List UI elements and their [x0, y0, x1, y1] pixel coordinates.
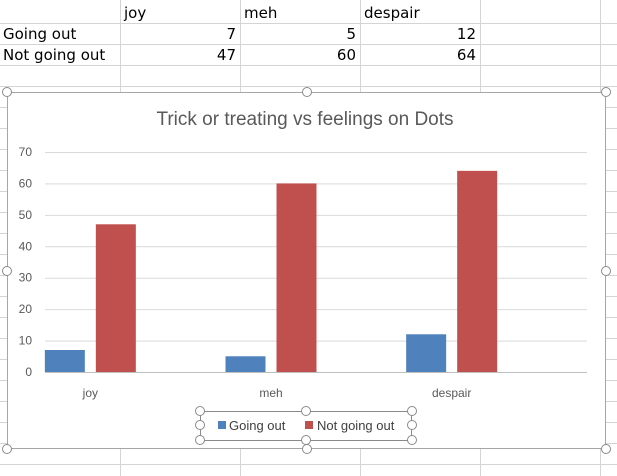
bar-not-going-out-joy[interactable] [95, 224, 136, 372]
chart-resize-handle-bottom-right[interactable] [601, 444, 611, 454]
legend-resize-handle-left[interactable] [195, 420, 205, 430]
header-cell-meh[interactable]: meh [244, 4, 278, 22]
bar-not-going-out-despair[interactable] [457, 170, 498, 372]
cell-not-going-out-joy[interactable]: 47 [216, 46, 236, 64]
legend-resize-handle-top-left[interactable] [195, 406, 205, 416]
bar-going-out-joy[interactable] [44, 350, 85, 372]
y-tick-label: 20 [19, 302, 33, 316]
chart-resize-handle-right[interactable] [601, 266, 611, 276]
chart-title[interactable]: Trick or treating vs feelings on Dots [156, 109, 453, 130]
cell-going-out-despair[interactable]: 12 [456, 25, 476, 43]
row-label-going-out[interactable]: Going out [3, 25, 77, 43]
cell-going-out-meh[interactable]: 5 [346, 25, 356, 43]
bar-going-out-meh[interactable] [225, 356, 266, 372]
chart-resize-handle-top-right[interactable] [601, 87, 611, 97]
chart-resize-handle-bottom[interactable] [302, 444, 312, 454]
bar-not-going-out-meh[interactable] [276, 183, 317, 372]
legend-resize-handle-top-right[interactable] [407, 406, 417, 416]
y-tick-label: 0 [25, 365, 32, 379]
cell-going-out-joy[interactable]: 7 [226, 25, 236, 43]
y-tick-label: 60 [19, 176, 33, 190]
chart-resize-handle-top-left[interactable] [2, 87, 12, 97]
y-tick-label: 10 [19, 334, 33, 348]
legend-swatch-going-out [218, 421, 226, 429]
y-tick-label: 70 [19, 145, 33, 159]
bar-going-out-despair[interactable] [406, 334, 447, 372]
header-cell-joy[interactable]: joy [124, 4, 147, 22]
chart-resize-handle-left[interactable] [2, 266, 12, 276]
header-cell-despair[interactable]: despair [364, 4, 420, 22]
y-tick-label: 40 [19, 239, 33, 253]
y-tick-label: 30 [19, 271, 33, 285]
y-tick-label: 50 [19, 208, 33, 222]
bar-series [44, 170, 498, 372]
legend-resize-handle-bottom-left[interactable] [195, 435, 205, 445]
x-tick-label: joy [82, 386, 98, 400]
x-tick-label: despair [432, 386, 471, 400]
legend-resize-handle-bottom[interactable] [301, 435, 311, 445]
cell-not-going-out-meh[interactable]: 60 [336, 46, 356, 64]
legend-resize-handle-bottom-right[interactable] [407, 435, 417, 445]
y-axis-ticks: 0 10 20 30 40 50 60 70 [19, 145, 33, 379]
chart-resize-handle-top[interactable] [302, 87, 312, 97]
chart-resize-handle-bottom-left[interactable] [2, 444, 12, 454]
legend-resize-handle-top[interactable] [301, 406, 311, 416]
row-label-not-going-out[interactable]: Not going out [3, 46, 106, 64]
x-axis-labels: joy meh despair [82, 386, 472, 400]
x-tick-label: meh [259, 386, 282, 400]
legend-swatch-not-going-out [305, 421, 313, 429]
legend-label-not-going-out[interactable]: Not going out [317, 418, 395, 433]
cell-not-going-out-despair[interactable]: 64 [456, 46, 476, 64]
legend-label-going-out[interactable]: Going out [229, 418, 286, 433]
legend-resize-handle-right[interactable] [407, 420, 417, 430]
